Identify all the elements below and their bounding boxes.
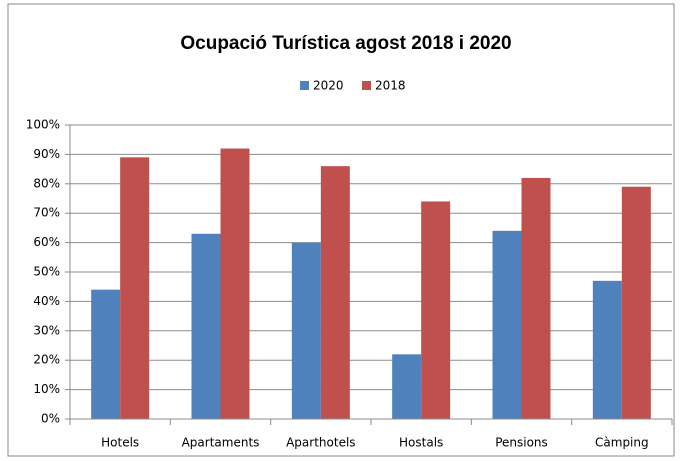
- y-tick-label: 100%: [26, 118, 60, 132]
- x-tick-label: Aparthotels: [286, 436, 355, 450]
- x-tick-label: Pensions: [495, 436, 548, 450]
- bar: [592, 280, 622, 419]
- x-tick-label: Hostals: [399, 436, 443, 450]
- bar: [521, 177, 551, 419]
- x-tick-label: Hotels: [101, 436, 139, 450]
- y-tick-label: 70%: [33, 206, 60, 220]
- legend-label: 2018: [375, 79, 406, 93]
- y-tick-label: 40%: [33, 294, 60, 308]
- bar: [421, 201, 451, 419]
- bar: [291, 242, 321, 419]
- bar: [492, 230, 522, 419]
- bar: [320, 166, 350, 419]
- bar: [621, 186, 651, 419]
- legend-label: 2020: [313, 79, 344, 93]
- y-tick-label: 90%: [33, 147, 60, 161]
- legend-swatch: [362, 81, 371, 90]
- bar: [220, 148, 250, 419]
- legend-swatch: [300, 81, 309, 90]
- y-tick-label: 60%: [33, 235, 60, 249]
- y-tick-label: 50%: [33, 265, 60, 279]
- y-tick-label: 0%: [41, 412, 60, 426]
- y-tick-label: 20%: [33, 353, 60, 367]
- y-tick-label: 30%: [33, 323, 60, 337]
- bar: [392, 354, 422, 419]
- y-tick-label: 80%: [33, 176, 60, 190]
- bar: [191, 233, 221, 419]
- chart-title: Ocupació Turística agost 2018 i 2020: [180, 33, 511, 54]
- x-tick-label: Càmping: [595, 436, 649, 450]
- y-tick-label: 10%: [33, 382, 60, 396]
- bar: [91, 289, 121, 419]
- bar: [120, 157, 150, 419]
- x-tick-label: Apartaments: [182, 436, 260, 450]
